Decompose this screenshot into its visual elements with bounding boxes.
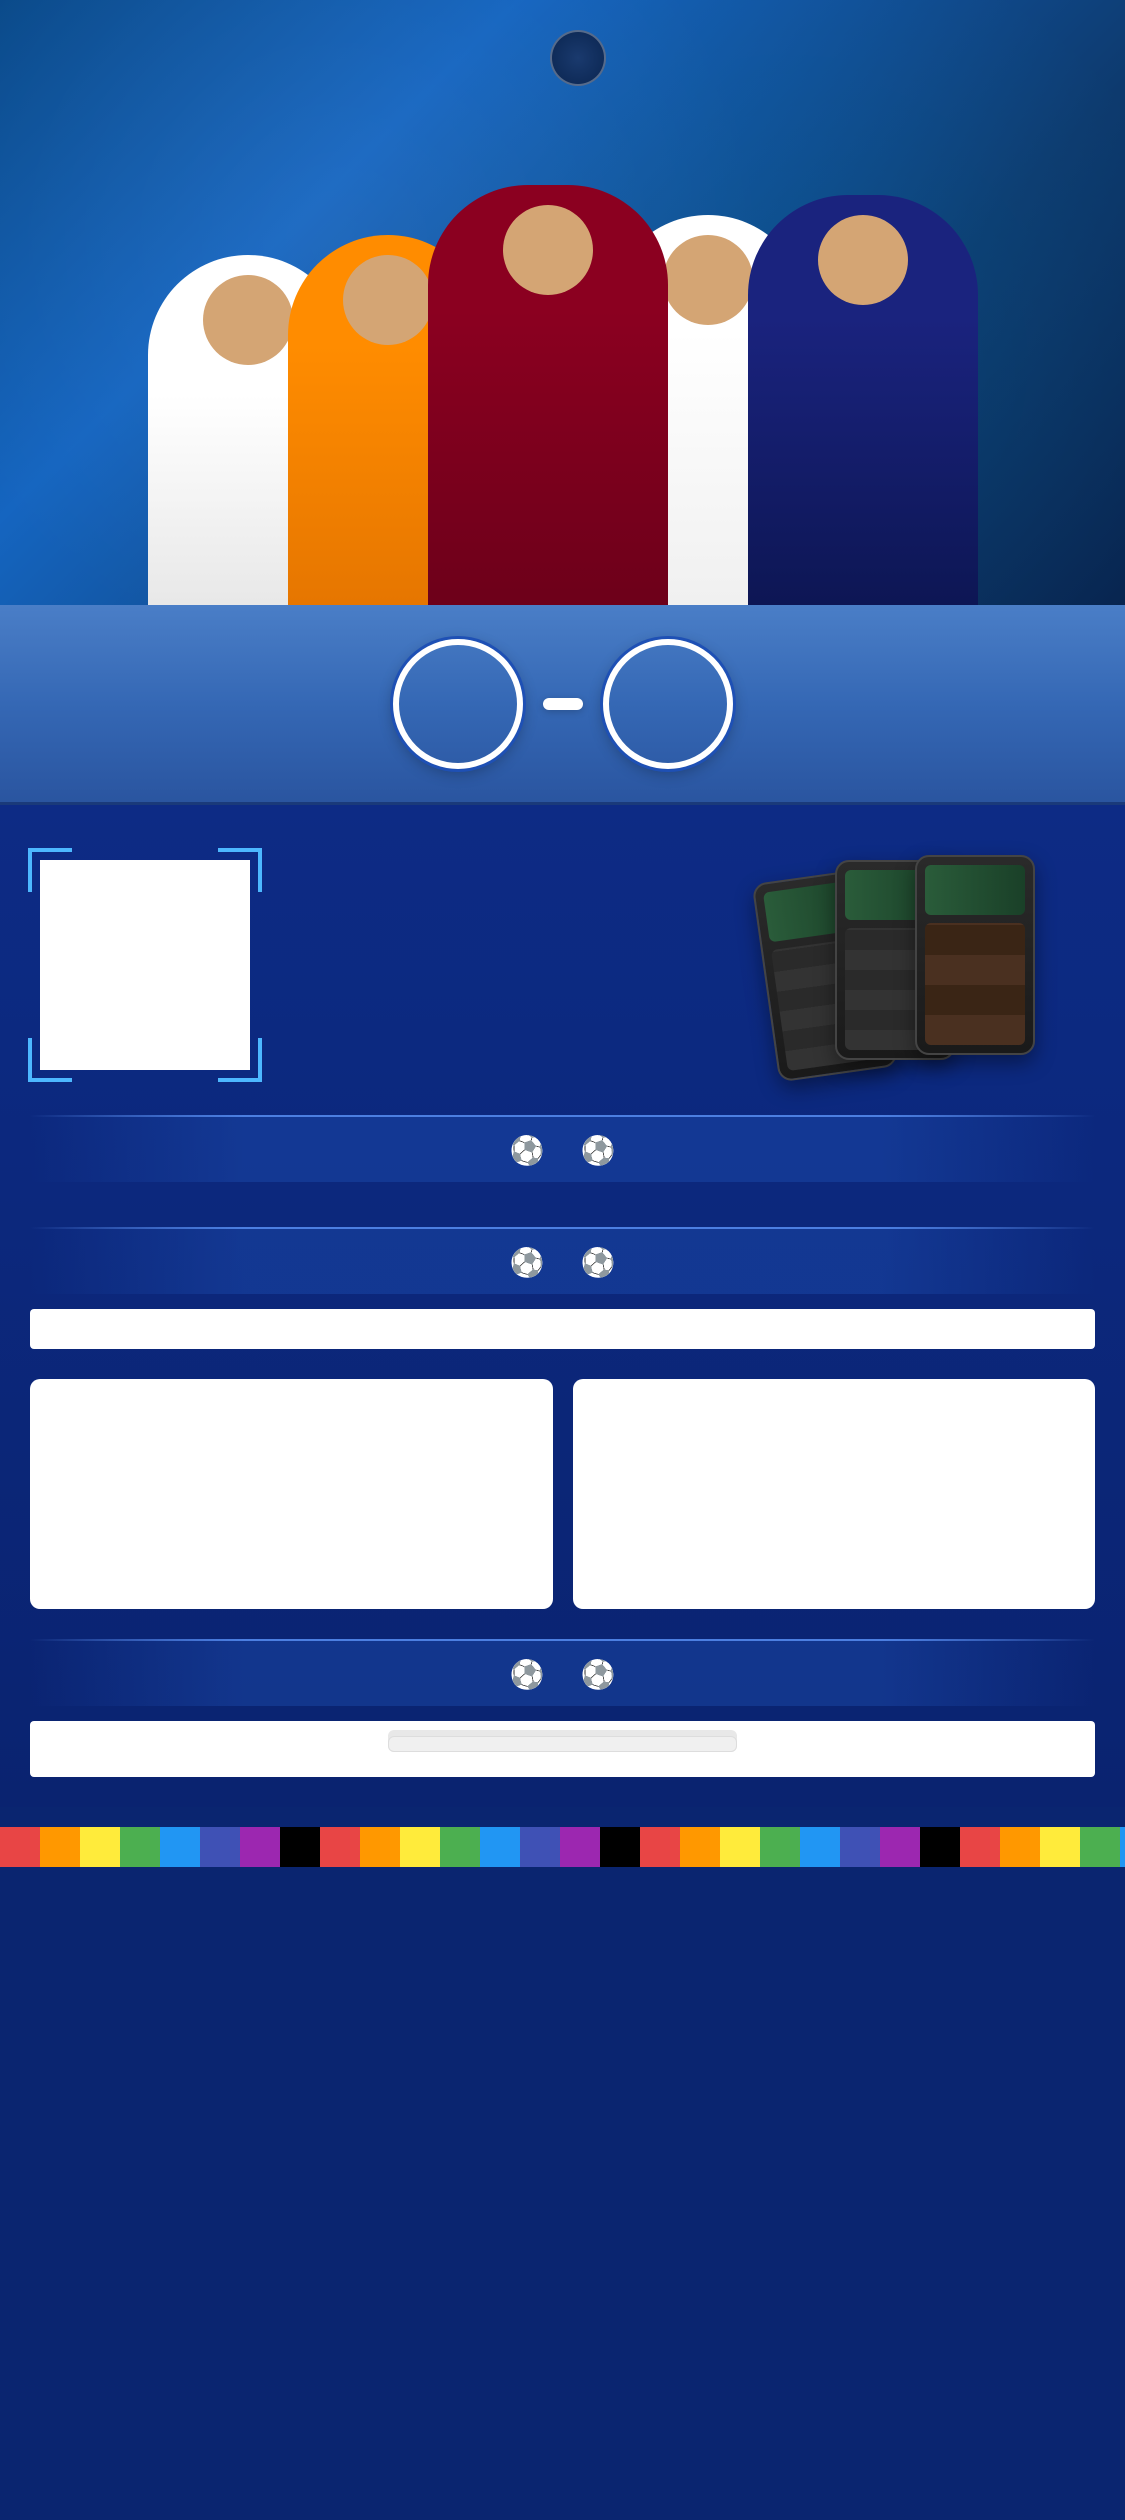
bonus-card-firstbet[interactable] <box>573 1379 1096 1609</box>
hero-banner <box>0 0 1125 605</box>
flag-stripe <box>609 684 727 723</box>
match-bar <box>0 605 1125 805</box>
flag-stripe <box>609 645 727 684</box>
vs-block <box>393 639 733 769</box>
app-screenshots <box>765 855 1085 1075</box>
match-datetime <box>543 698 583 710</box>
section-title-recommend <box>30 1639 1095 1706</box>
player-silhouette <box>748 195 978 605</box>
footer-stripe <box>0 1827 1125 1867</box>
club-crest-icon <box>550 30 606 86</box>
flag-stripe <box>438 645 477 763</box>
hero-players <box>0 80 1125 605</box>
player-silhouette <box>428 185 668 605</box>
section-title-historical <box>30 1115 1095 1182</box>
logo-row <box>520 30 606 86</box>
bonus-card-rescue[interactable] <box>30 1379 553 1609</box>
odds-table <box>30 1309 1095 1349</box>
flag-netherlands-icon <box>603 639 733 769</box>
phone-icon <box>915 855 1035 1055</box>
qr-code[interactable] <box>40 860 250 1070</box>
section-title-odds <box>30 1227 1095 1294</box>
flag-stripe <box>399 645 438 763</box>
recommend-table <box>30 1721 1095 1777</box>
recommend-col-handicap[interactable] <box>388 1736 736 1752</box>
recommend-col-overunder[interactable] <box>737 1746 1085 1752</box>
main-content <box>0 805 1125 1807</box>
flag-stripe <box>609 723 727 762</box>
recommend-col-winloss[interactable] <box>40 1746 388 1752</box>
bonus-row <box>30 1379 1095 1609</box>
promo-row <box>30 835 1095 1115</box>
vs-center <box>543 697 583 710</box>
flag-stripe <box>477 645 516 763</box>
flag-romania-icon <box>393 639 523 769</box>
